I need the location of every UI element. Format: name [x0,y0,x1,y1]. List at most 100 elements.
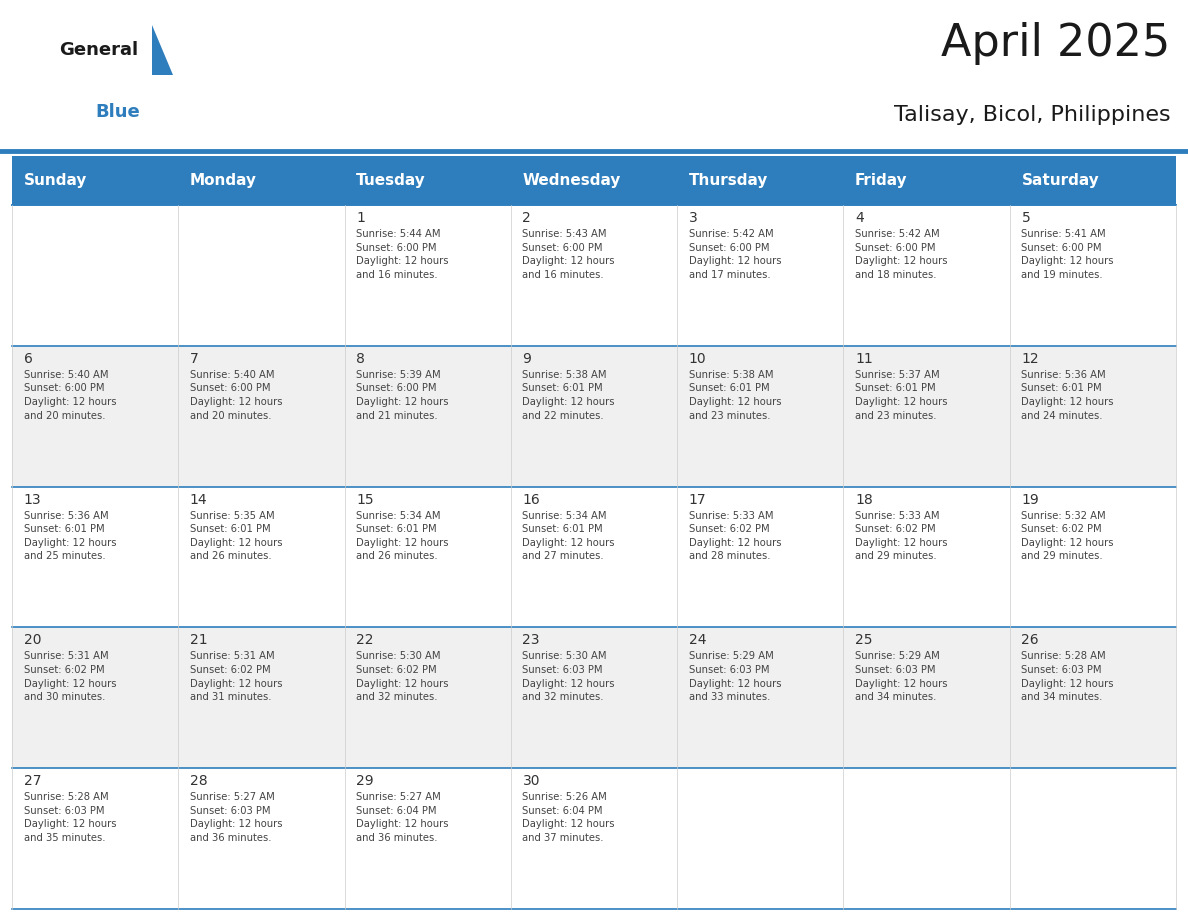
Text: Sunrise: 5:32 AM
Sunset: 6:02 PM
Daylight: 12 hours
and 29 minutes.: Sunrise: 5:32 AM Sunset: 6:02 PM Dayligh… [1022,510,1114,562]
Text: Sunrise: 5:29 AM
Sunset: 6:03 PM
Daylight: 12 hours
and 33 minutes.: Sunrise: 5:29 AM Sunset: 6:03 PM Dayligh… [689,652,782,702]
Text: 5: 5 [1022,211,1030,225]
Text: Blue: Blue [95,104,140,121]
Text: Sunrise: 5:43 AM
Sunset: 6:00 PM
Daylight: 12 hours
and 16 minutes.: Sunrise: 5:43 AM Sunset: 6:00 PM Dayligh… [523,230,615,280]
Bar [12,627,178,768]
Bar [1010,768,1176,909]
Bar [12,346,178,487]
Bar [1010,205,1176,346]
Text: Sunrise: 5:36 AM
Sunset: 6:01 PM
Daylight: 12 hours
and 25 minutes.: Sunrise: 5:36 AM Sunset: 6:01 PM Dayligh… [24,510,116,562]
Bar [1010,487,1176,627]
Bar [178,627,345,768]
Text: Tuesday: Tuesday [356,173,426,188]
Text: Sunrise: 5:37 AM
Sunset: 6:01 PM
Daylight: 12 hours
and 23 minutes.: Sunrise: 5:37 AM Sunset: 6:01 PM Dayligh… [855,370,948,420]
Bar [677,346,843,487]
Text: 1: 1 [356,211,365,225]
Bar [677,768,843,909]
Text: 2: 2 [523,211,531,225]
Text: 12: 12 [1022,352,1040,365]
Bar [178,487,345,627]
Bar [511,156,677,205]
Text: 9: 9 [523,352,531,365]
Text: 4: 4 [855,211,864,225]
Text: 15: 15 [356,493,374,507]
Bar [345,768,511,909]
Bar [511,205,677,346]
Bar [1010,627,1176,768]
Text: 17: 17 [689,493,707,507]
Bar [345,156,511,205]
Bar [511,487,677,627]
Text: Sunrise: 5:28 AM
Sunset: 6:03 PM
Daylight: 12 hours
and 34 minutes.: Sunrise: 5:28 AM Sunset: 6:03 PM Dayligh… [1022,652,1114,702]
Text: 6: 6 [24,352,32,365]
Bar [1010,156,1176,205]
Bar [345,627,511,768]
Bar [178,156,345,205]
Text: Sunrise: 5:31 AM
Sunset: 6:02 PM
Daylight: 12 hours
and 30 minutes.: Sunrise: 5:31 AM Sunset: 6:02 PM Dayligh… [24,652,116,702]
Text: 30: 30 [523,774,541,788]
Text: 25: 25 [855,633,873,647]
Text: Sunrise: 5:27 AM
Sunset: 6:03 PM
Daylight: 12 hours
and 36 minutes.: Sunrise: 5:27 AM Sunset: 6:03 PM Dayligh… [190,792,283,843]
Text: 20: 20 [24,633,42,647]
Text: 21: 21 [190,633,208,647]
Text: 3: 3 [689,211,697,225]
Bar [843,487,1010,627]
Bar [677,627,843,768]
Bar [12,205,178,346]
Bar [12,487,178,627]
Bar [178,205,345,346]
Text: Talisay, Bicol, Philippines: Talisay, Bicol, Philippines [893,106,1170,126]
Polygon shape [152,25,173,75]
Bar [178,768,345,909]
Text: 13: 13 [24,493,42,507]
Text: 11: 11 [855,352,873,365]
Text: 8: 8 [356,352,365,365]
Bar [677,487,843,627]
Text: Monday: Monday [190,173,257,188]
Bar [511,346,677,487]
Text: 18: 18 [855,493,873,507]
Bar [843,156,1010,205]
Bar [12,768,178,909]
Text: 23: 23 [523,633,541,647]
Bar [843,346,1010,487]
Text: Sunrise: 5:33 AM
Sunset: 6:02 PM
Daylight: 12 hours
and 28 minutes.: Sunrise: 5:33 AM Sunset: 6:02 PM Dayligh… [689,510,782,562]
Bar [511,627,677,768]
Text: Sunrise: 5:38 AM
Sunset: 6:01 PM
Daylight: 12 hours
and 22 minutes.: Sunrise: 5:38 AM Sunset: 6:01 PM Dayligh… [523,370,615,420]
Text: Sunrise: 5:27 AM
Sunset: 6:04 PM
Daylight: 12 hours
and 36 minutes.: Sunrise: 5:27 AM Sunset: 6:04 PM Dayligh… [356,792,449,843]
Text: Sunrise: 5:26 AM
Sunset: 6:04 PM
Daylight: 12 hours
and 37 minutes.: Sunrise: 5:26 AM Sunset: 6:04 PM Dayligh… [523,792,615,843]
Text: Thursday: Thursday [689,173,769,188]
Text: 19: 19 [1022,493,1040,507]
Bar [843,768,1010,909]
Text: Sunrise: 5:40 AM
Sunset: 6:00 PM
Daylight: 12 hours
and 20 minutes.: Sunrise: 5:40 AM Sunset: 6:00 PM Dayligh… [24,370,116,420]
Text: April 2025: April 2025 [941,22,1170,65]
Text: Sunrise: 5:44 AM
Sunset: 6:00 PM
Daylight: 12 hours
and 16 minutes.: Sunrise: 5:44 AM Sunset: 6:00 PM Dayligh… [356,230,449,280]
Bar [1010,346,1176,487]
Text: Sunrise: 5:39 AM
Sunset: 6:00 PM
Daylight: 12 hours
and 21 minutes.: Sunrise: 5:39 AM Sunset: 6:00 PM Dayligh… [356,370,449,420]
Text: Sunrise: 5:30 AM
Sunset: 6:02 PM
Daylight: 12 hours
and 32 minutes.: Sunrise: 5:30 AM Sunset: 6:02 PM Dayligh… [356,652,449,702]
Text: Sunrise: 5:36 AM
Sunset: 6:01 PM
Daylight: 12 hours
and 24 minutes.: Sunrise: 5:36 AM Sunset: 6:01 PM Dayligh… [1022,370,1114,420]
Bar [12,156,178,205]
Text: Wednesday: Wednesday [523,173,621,188]
Text: 7: 7 [190,352,198,365]
Text: Sunrise: 5:35 AM
Sunset: 6:01 PM
Daylight: 12 hours
and 26 minutes.: Sunrise: 5:35 AM Sunset: 6:01 PM Dayligh… [190,510,283,562]
Text: Sunrise: 5:29 AM
Sunset: 6:03 PM
Daylight: 12 hours
and 34 minutes.: Sunrise: 5:29 AM Sunset: 6:03 PM Dayligh… [855,652,948,702]
Text: 28: 28 [190,774,208,788]
Text: 16: 16 [523,493,541,507]
Text: Sunrise: 5:34 AM
Sunset: 6:01 PM
Daylight: 12 hours
and 27 minutes.: Sunrise: 5:34 AM Sunset: 6:01 PM Dayligh… [523,510,615,562]
Text: Sunrise: 5:28 AM
Sunset: 6:03 PM
Daylight: 12 hours
and 35 minutes.: Sunrise: 5:28 AM Sunset: 6:03 PM Dayligh… [24,792,116,843]
Text: Sunrise: 5:30 AM
Sunset: 6:03 PM
Daylight: 12 hours
and 32 minutes.: Sunrise: 5:30 AM Sunset: 6:03 PM Dayligh… [523,652,615,702]
Bar [677,156,843,205]
Bar [345,346,511,487]
Text: Sunrise: 5:40 AM
Sunset: 6:00 PM
Daylight: 12 hours
and 20 minutes.: Sunrise: 5:40 AM Sunset: 6:00 PM Dayligh… [190,370,283,420]
Text: 29: 29 [356,774,374,788]
Text: 27: 27 [24,774,42,788]
Text: 22: 22 [356,633,374,647]
Text: Sunrise: 5:38 AM
Sunset: 6:01 PM
Daylight: 12 hours
and 23 minutes.: Sunrise: 5:38 AM Sunset: 6:01 PM Dayligh… [689,370,782,420]
Text: Sunrise: 5:41 AM
Sunset: 6:00 PM
Daylight: 12 hours
and 19 minutes.: Sunrise: 5:41 AM Sunset: 6:00 PM Dayligh… [1022,230,1114,280]
Text: Sunday: Sunday [24,173,87,188]
Text: General: General [59,41,139,59]
Bar [843,205,1010,346]
Bar [677,205,843,346]
Bar [345,205,511,346]
Text: 10: 10 [689,352,707,365]
